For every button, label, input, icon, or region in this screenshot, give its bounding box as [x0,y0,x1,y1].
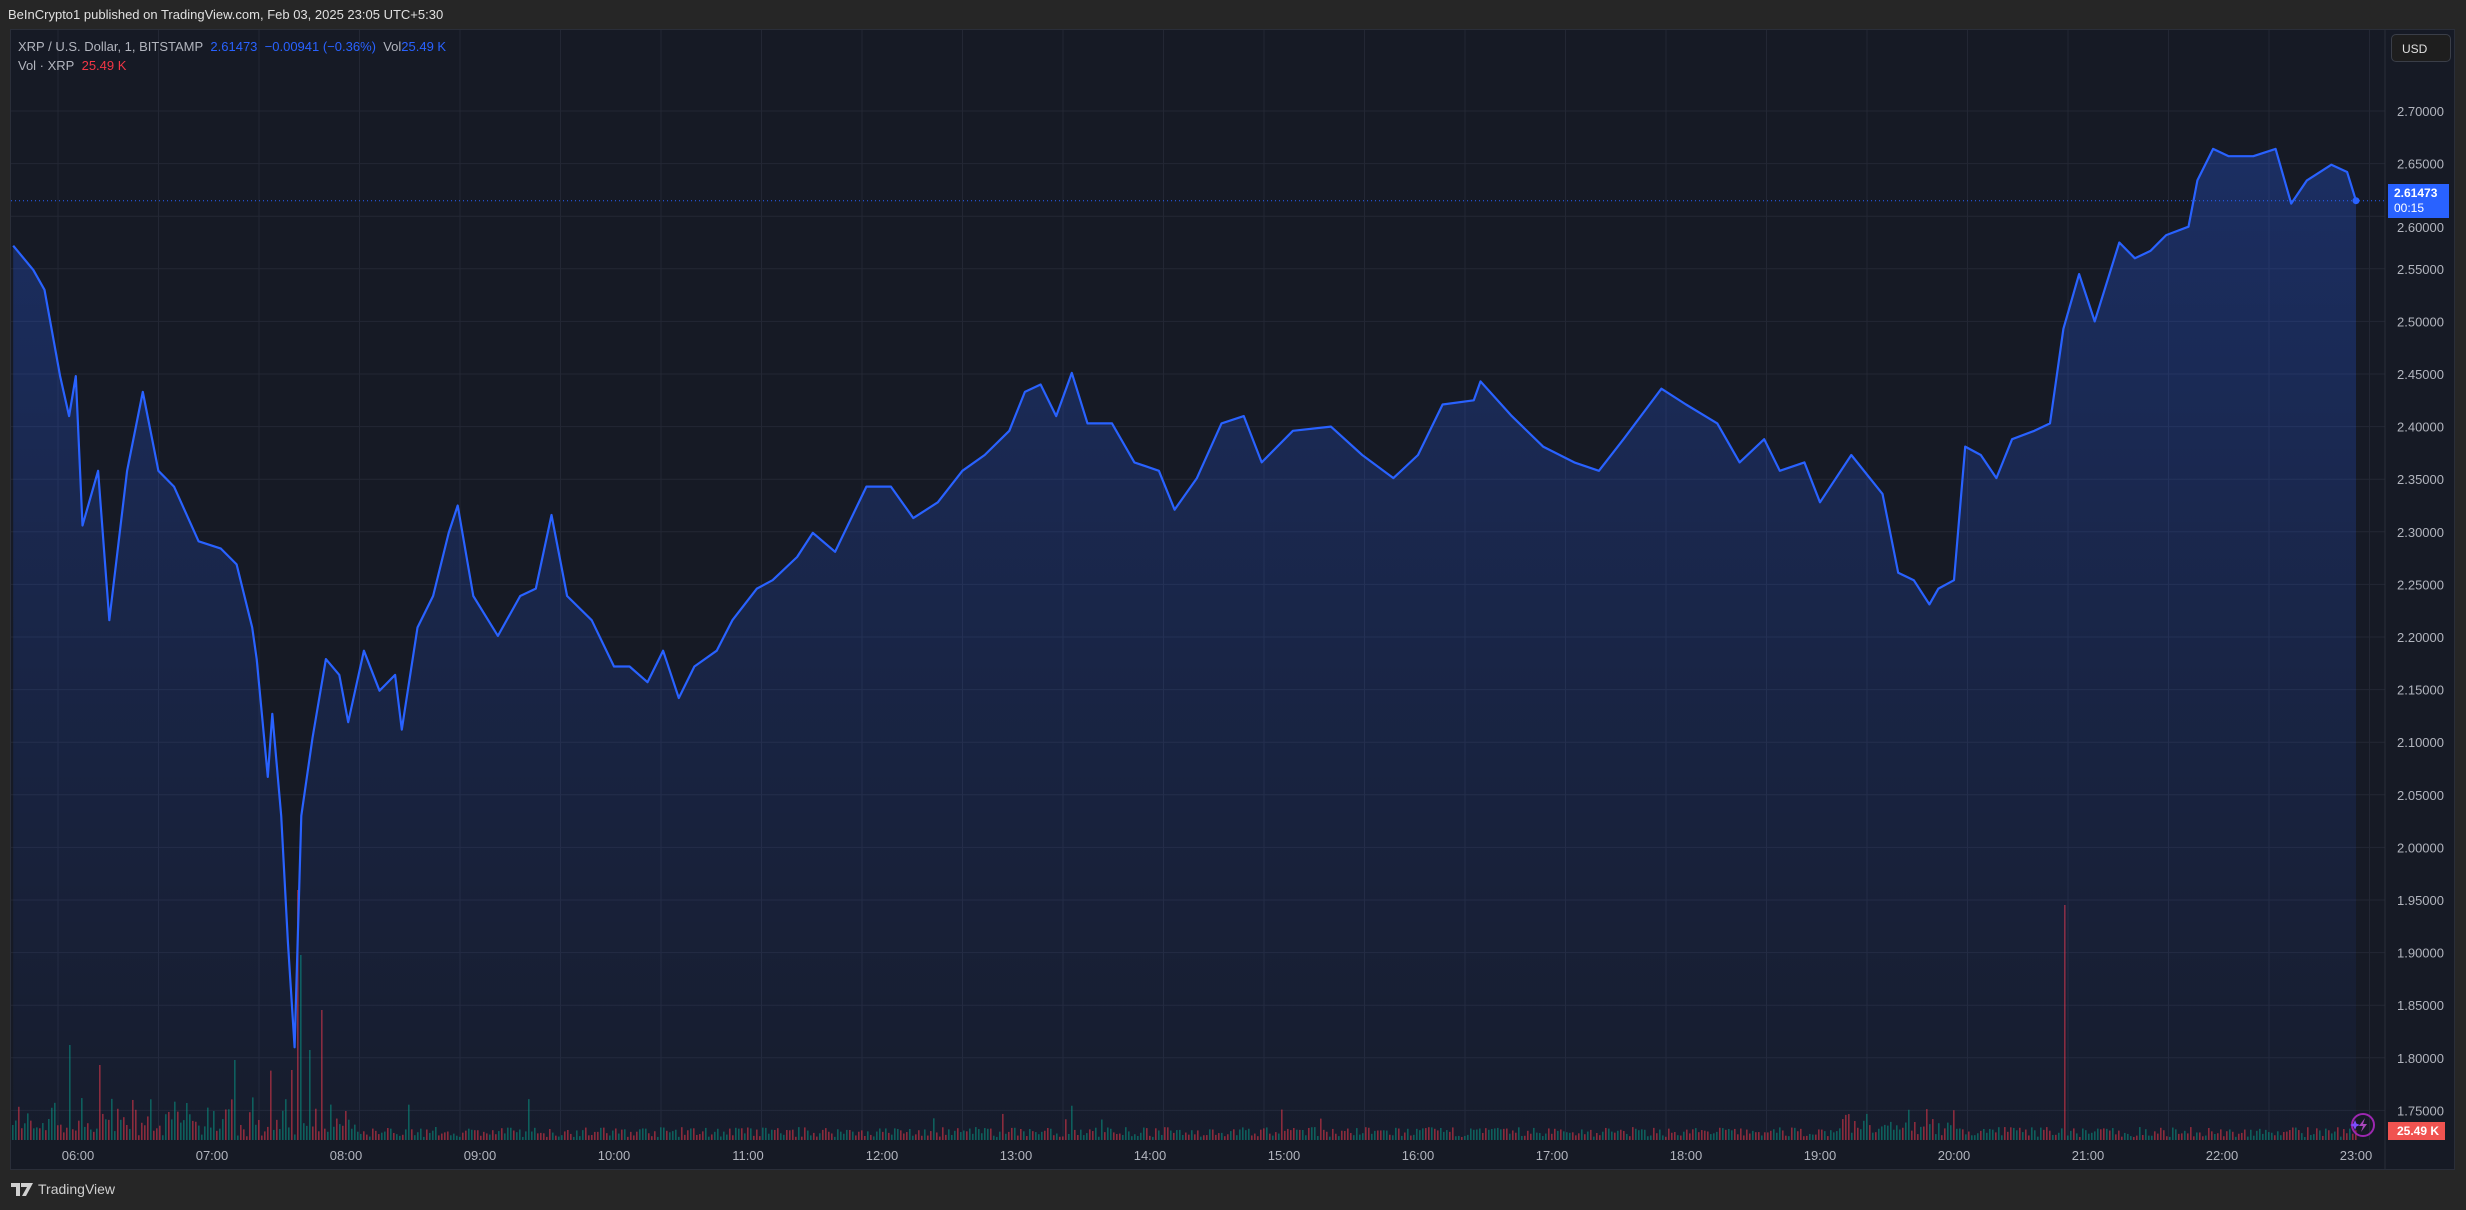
bar-countdown: 00:15 [2394,201,2425,215]
vol-value: 25.49 K [401,39,447,54]
time-tick-label: 21:00 [2072,1148,2105,1163]
price-tick-label: 1.90000 [2397,946,2444,961]
symbol-title: XRP / U.S. Dollar, 1, BITSTAMP [18,39,204,54]
price-tick-label: 2.15000 [2397,683,2444,698]
time-tick-label: 17:00 [1536,1148,1569,1163]
symbol-legend[interactable]: XRP / U.S. Dollar, 1, BITSTAMP 2.61473 −… [18,39,446,54]
time-tick-label: 13:00 [1000,1148,1033,1163]
last-price-dot [2352,197,2360,205]
volume-study-value: 25.49 K [81,58,127,73]
tradingview-logo[interactable]: TradingView [11,1181,115,1197]
price-tick-label: 1.75000 [2397,1103,2444,1118]
price-change: −0.00941 (−0.36%) [264,39,376,54]
time-tick-label: 06:00 [62,1148,95,1163]
time-tick-label: 09:00 [464,1148,497,1163]
price-tick-label: 2.40000 [2397,420,2444,435]
time-tick-label: 19:00 [1804,1148,1837,1163]
volume-axis-label: 25.49 K [2388,1122,2445,1140]
price-tick-label: 2.60000 [2397,220,2444,235]
currency-button[interactable]: USD [2391,34,2451,62]
price-tick-label: 2.25000 [2397,577,2444,592]
price-tick-label: 2.65000 [2397,157,2444,172]
price-tick-label: 1.95000 [2397,893,2444,908]
price-area-fill [13,148,2357,1140]
tradingview-brand: TradingView [38,1181,116,1197]
time-tick-label: 15:00 [1268,1148,1301,1163]
volume-study-title: Vol · XRP [18,58,75,73]
price-tick-label: 2.05000 [2397,788,2444,803]
time-tick-label: 14:00 [1134,1148,1167,1163]
time-axis[interactable]: 06:00 07:00 08:00 09:00 10:00 11:00 12:00 13:00… [62,1148,2373,1163]
price-tick-label: 2.10000 [2397,735,2444,750]
price-axis[interactable]: 2.70000 2.65000 2.60000 2.55000 2.50000 2.450… [2397,104,2444,1118]
tradingview-logo-icon [11,1182,33,1196]
price-tick-label: 2.35000 [2397,472,2444,487]
time-tick-label: 23:00 [2340,1148,2373,1163]
time-tick-label: 22:00 [2206,1148,2239,1163]
price-tick-label: 1.80000 [2397,1051,2444,1066]
price-tick-label: 2.00000 [2397,840,2444,855]
price-tick-label: 2.50000 [2397,314,2444,329]
time-tick-label: 12:00 [866,1148,899,1163]
price-tick-label: 1.85000 [2397,998,2444,1013]
vol-label: Vol [383,39,402,54]
last-price: 2.61473 [210,39,258,54]
lightning-icon[interactable] [2350,1113,2375,1137]
price-tick-label: 2.70000 [2397,104,2444,119]
time-tick-label: 11:00 [732,1148,764,1163]
last-price-label: 2.61473 00:15 [2388,184,2449,218]
time-tick-label: 08:00 [330,1148,363,1163]
publish-info: BeInCrypto1 published on TradingView.com… [8,7,444,22]
price-tick-label: 2.55000 [2397,262,2444,277]
volume-legend[interactable]: Vol · XRP 25.49 K [18,58,126,73]
price-line [12,147,2358,1049]
volume-bar [12,1125,14,1140]
price-tick-label: 2.45000 [2397,367,2444,382]
time-tick-label: 20:00 [1938,1148,1971,1163]
time-tick-label: 07:00 [196,1148,229,1163]
price-tick-label: 2.30000 [2397,525,2444,540]
last-price-value: 2.61473 [2394,186,2438,200]
time-tick-label: 16:00 [1402,1148,1435,1163]
time-tick-label: 18:00 [1670,1148,1703,1163]
time-tick-label: 10:00 [598,1148,631,1163]
price-tick-label: 2.20000 [2397,630,2444,645]
